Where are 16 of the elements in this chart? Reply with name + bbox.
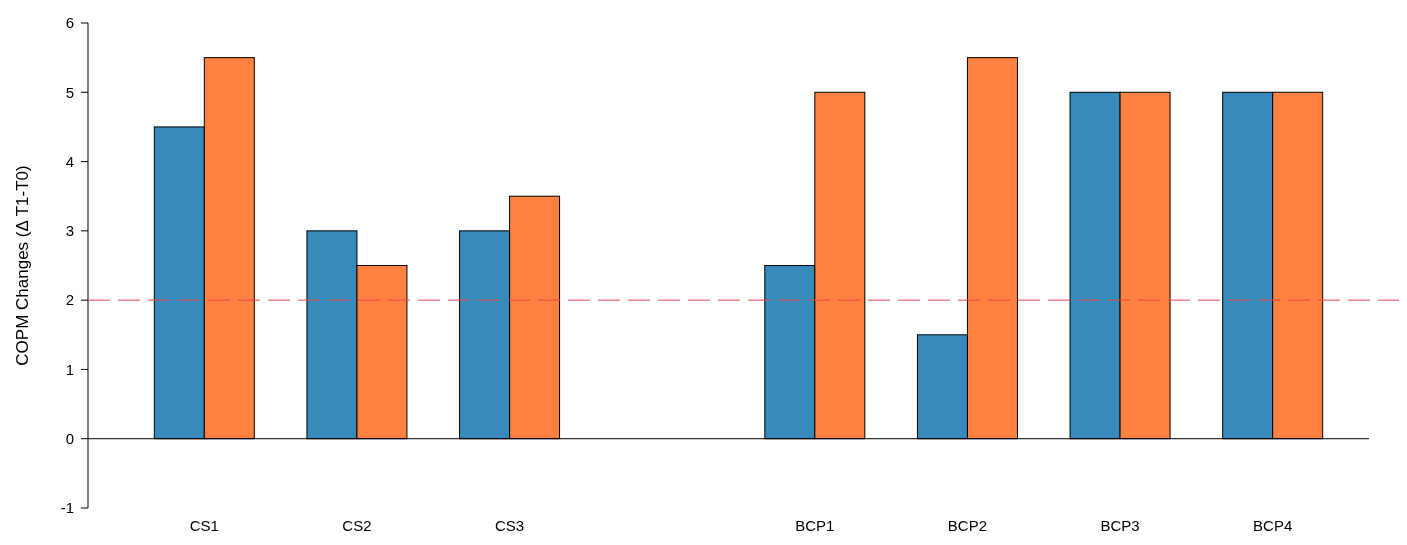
x-tick-label: CS1 [189, 517, 219, 534]
x-tick-label: CS3 [494, 517, 525, 534]
y-tick-label: -1 [60, 499, 74, 517]
y-tick-label: 4 [65, 152, 74, 170]
y-tick-label: 2 [65, 291, 74, 309]
y-tick-label: 0 [65, 429, 74, 447]
x-tick-label: BCP4 [1253, 517, 1293, 534]
x-tick-label: BCP3 [1100, 517, 1140, 534]
x-tick-label: BCP2 [947, 517, 988, 534]
x-tick-label: CS2 [342, 517, 372, 534]
y-tick-label: 3 [65, 222, 74, 240]
y-tick-label: 5 [65, 83, 74, 101]
y-tick-label: 1 [65, 360, 74, 378]
y-tick-label: 6 [65, 14, 74, 32]
y-axis-title: COPM Changes (Δ T1-T0) [13, 165, 32, 366]
x-tick-label: BCP1 [795, 517, 835, 534]
